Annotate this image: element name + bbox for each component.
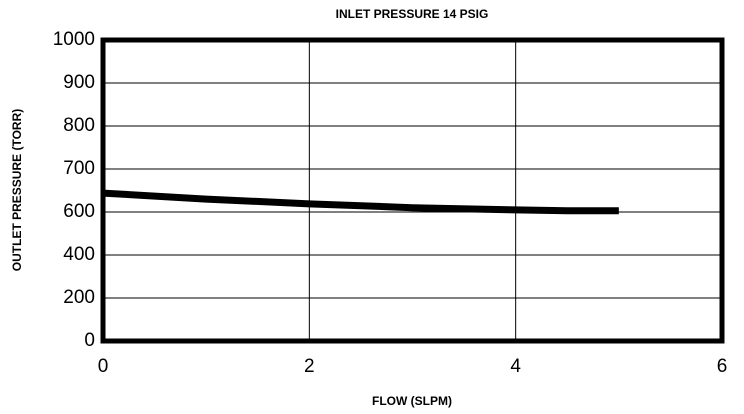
y-tick-label: 400 (63, 244, 95, 265)
chart-title: INLET PRESSURE 14 PSIG (336, 7, 489, 21)
x-tick-label: 4 (510, 356, 521, 377)
y-tick-label: 200 (63, 287, 95, 308)
x-tick-label: 2 (304, 356, 315, 377)
data-line (102, 189, 619, 215)
y-tick-label: 800 (63, 115, 95, 136)
y-tick-label: 900 (63, 72, 95, 93)
y-tick-label: 600 (63, 201, 95, 222)
x-axis-label: FLOW (SLPM) (372, 394, 452, 408)
x-tick-label: 6 (717, 356, 728, 377)
y-axis-label: OUTLET PRESSURE (TORR) (10, 109, 24, 271)
x-tick-label: 0 (98, 356, 109, 377)
y-tick-label: 1000 (53, 29, 95, 50)
plot-frame (100, 37, 725, 344)
y-tick-label: 700 (63, 158, 95, 179)
y-tick-label: 0 (84, 330, 95, 351)
